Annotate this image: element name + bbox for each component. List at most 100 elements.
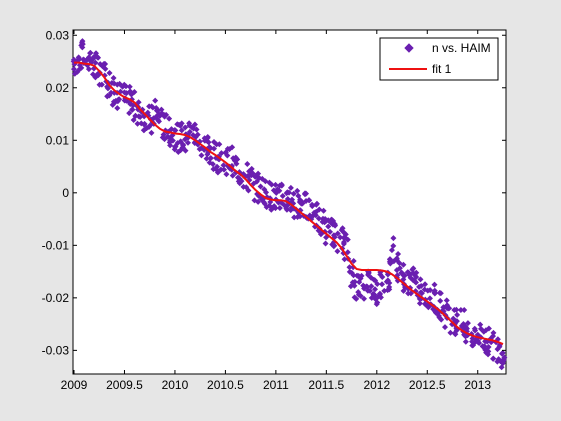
- scatter-point: [431, 281, 438, 288]
- scatter-point: [121, 89, 128, 96]
- scatter-point: [334, 248, 341, 255]
- scatter-point: [357, 292, 364, 299]
- scatter-point: [75, 54, 82, 61]
- legend-label-scatter: n vs. HAIM: [432, 41, 491, 55]
- scatter-point: [422, 301, 429, 308]
- scatter-point: [337, 234, 344, 241]
- y-tick-label: -0.01: [42, 238, 70, 252]
- scatter-point: [203, 155, 210, 162]
- scatter-point: [393, 257, 400, 264]
- scatter-point: [106, 69, 113, 76]
- scatter-point: [272, 181, 279, 188]
- scatter-point: [417, 276, 424, 283]
- scatter-point: [437, 297, 444, 304]
- scatter-point: [287, 184, 294, 191]
- scatter-point: [327, 228, 334, 235]
- scatter-point: [499, 350, 506, 357]
- x-tick-label: 2011.5: [308, 378, 344, 392]
- y-tick-label: -0.03: [42, 343, 70, 357]
- legend-label-fit: fit 1: [432, 62, 452, 76]
- scatter-point: [160, 131, 167, 138]
- scatter-point: [311, 209, 318, 216]
- scatter-point: [388, 247, 395, 254]
- scatter-point: [161, 113, 168, 120]
- scatter-point: [438, 316, 445, 323]
- scatter-point: [134, 120, 141, 127]
- scatter-point: [263, 189, 270, 196]
- scatter-point: [378, 281, 385, 288]
- y-tick-label: 0: [62, 186, 69, 200]
- scatter-point: [341, 256, 348, 263]
- scatter-point: [361, 295, 368, 302]
- x-tick-label: 2010.5: [207, 378, 244, 392]
- scatter-point: [221, 166, 228, 173]
- scatter-point: [148, 129, 155, 136]
- scatter-point: [129, 106, 136, 113]
- scatter-point: [205, 139, 212, 146]
- scatter-point: [396, 265, 403, 272]
- scatter-point: [462, 338, 469, 345]
- fit-line: [74, 61, 504, 346]
- scatter-point: [217, 166, 224, 173]
- scatter-point: [204, 133, 211, 140]
- scatter-point: [106, 92, 113, 99]
- scatter-point: [135, 113, 142, 120]
- scatter-point: [356, 274, 363, 281]
- scatter-point: [114, 105, 121, 112]
- scatter-point: [461, 307, 468, 314]
- scatter-point: [417, 289, 424, 296]
- scatter-point: [322, 240, 329, 247]
- scatter-point: [279, 193, 286, 200]
- scatter-point: [412, 279, 419, 286]
- scatter-point: [303, 190, 310, 197]
- scatter-point: [401, 272, 408, 279]
- x-tick-label: 2010: [162, 378, 189, 392]
- scatter-point: [483, 347, 490, 354]
- scatter-point: [141, 127, 148, 134]
- scatter-point: [290, 190, 297, 197]
- scatter-point: [110, 98, 117, 105]
- scatter-point: [490, 329, 497, 336]
- scatter-point: [209, 161, 216, 168]
- scatter-point: [443, 297, 450, 304]
- legend: n vs. HAIM fit 1: [379, 37, 499, 81]
- scatter-point: [230, 155, 237, 162]
- scatter-point: [220, 162, 227, 169]
- scatter-point: [426, 295, 433, 302]
- x-axis: 2009 2009.5 2010 2010.5 2011 2011.5 2012 2012.5…: [61, 30, 491, 392]
- scatter-point: [371, 291, 378, 298]
- scatter-point: [126, 110, 133, 117]
- scatter-point: [464, 320, 471, 327]
- scatter-point: [85, 66, 92, 73]
- scatter-point: [175, 121, 182, 128]
- scatter-point: [442, 324, 449, 331]
- scatter-point: [472, 327, 479, 334]
- scatter-point: [171, 127, 178, 134]
- scatter-point: [395, 251, 402, 258]
- scatter-point: [184, 139, 191, 146]
- scatter-point: [316, 206, 323, 213]
- scatter-point: [291, 214, 298, 221]
- scatter-point: [296, 213, 303, 220]
- scatter-point: [342, 231, 349, 238]
- scatter-point: [244, 160, 251, 167]
- scatter-point: [313, 200, 320, 207]
- y-tick-label: 0.02: [46, 81, 70, 95]
- scatter-point: [190, 125, 197, 132]
- scatter-point: [238, 178, 245, 185]
- scatter-point: [104, 85, 111, 92]
- scatter-point: [276, 187, 283, 194]
- scatter-point: [229, 172, 236, 179]
- scatter-point: [270, 187, 277, 194]
- scatter-point: [407, 274, 414, 281]
- scatter-point: [126, 83, 133, 90]
- scatter-point: [386, 284, 393, 291]
- scatter-point: [271, 203, 278, 210]
- scatter-point: [410, 265, 417, 272]
- scatter-point: [166, 115, 173, 122]
- scatter-point: [387, 256, 394, 263]
- scatter-point: [116, 96, 123, 103]
- scatter-point: [485, 325, 492, 332]
- scatter-point: [211, 145, 218, 152]
- scatter-point: [496, 343, 503, 350]
